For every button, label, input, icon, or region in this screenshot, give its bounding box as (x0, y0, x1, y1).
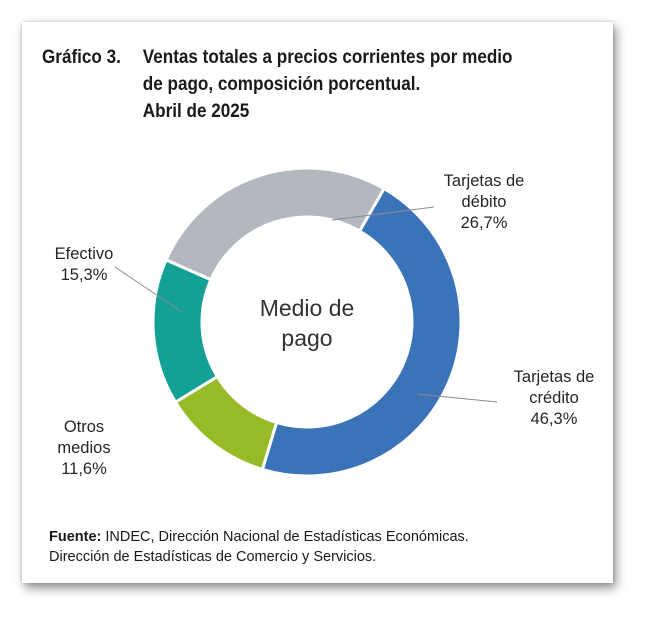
label-tarjetas-de-debito: Tarjetas de débito 26,7% (444, 172, 525, 232)
source-line-2: Dirección de Estadísticas de Comercio y … (49, 549, 377, 565)
value-label: 46,3% (531, 410, 578, 428)
center-label: Medio de pago (260, 295, 355, 351)
title-line-2: de pago, composición porcentual. (142, 74, 421, 95)
source-note: Fuente: INDEC, Dirección Nacional de Est… (49, 527, 469, 567)
donut-chart: Tarjetas de crédito 46,3% Otros medios 11,6% E… (55, 166, 595, 478)
category-label: medios (57, 439, 110, 457)
category-label: Tarjetas de (514, 368, 595, 386)
center-label-line: Medio de (260, 295, 355, 321)
center-label-line: pago (281, 325, 332, 351)
title-line-3: Abril de 2025 (142, 101, 250, 122)
category-label: Efectivo (55, 245, 114, 263)
category-label: Tarjetas de (444, 172, 525, 190)
slice-tarjetas-de-credito (260, 186, 463, 478)
source-label: Fuente: (49, 529, 102, 545)
leader-line-efectivo (114, 266, 183, 313)
chart-number: Gráfico 3. (42, 47, 121, 68)
category-label: débito (462, 193, 507, 211)
label-otros-medios: Otros medios 11,6% (57, 418, 110, 478)
leader-line-tarjetas-de-credito (416, 393, 498, 403)
chart-card: Gráfico 3. Ventas totales a precios corr… (22, 22, 613, 583)
value-label: 26,7% (461, 214, 508, 232)
value-label: 15,3% (61, 266, 108, 284)
slice-efectivo (151, 257, 220, 405)
leader-line-tarjetas-de-debito (331, 206, 435, 221)
category-label: Otros (64, 418, 104, 436)
value-label: 11,6% (61, 460, 107, 478)
label-efectivo: Efectivo 15,3% (55, 245, 114, 284)
source-line-1: INDEC, Dirección Nacional de Estadística… (101, 529, 469, 545)
category-label: crédito (529, 389, 579, 407)
title-line-1: Ventas totales a precios corrientes por … (142, 47, 513, 68)
slice-tarjetas-de-debito (164, 166, 387, 282)
label-tarjetas-de-credito: Tarjetas de crédito 46,3% (514, 368, 595, 428)
